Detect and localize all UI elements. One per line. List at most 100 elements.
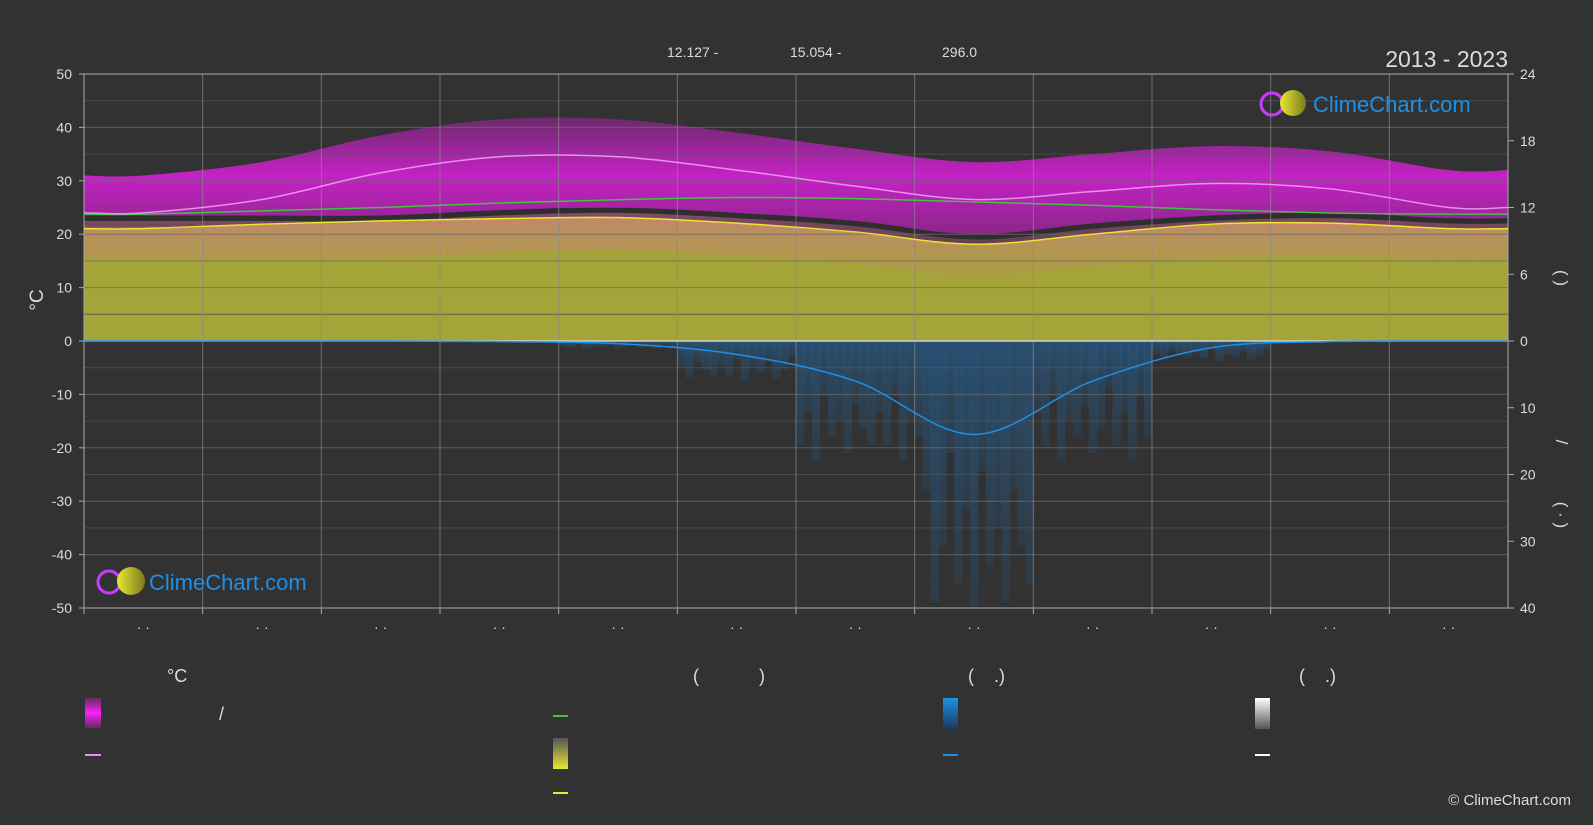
precipitation-bar [835, 341, 844, 422]
right-top-tick-label: 18 [1520, 133, 1536, 149]
precipitation-bar [1080, 341, 1090, 406]
coord-lon: 15.054 - [790, 44, 842, 60]
left-tick-label: 50 [56, 66, 72, 82]
left-tick-label: 40 [56, 119, 72, 135]
x-tick-label: · · [493, 619, 506, 635]
precipitation-bar [977, 341, 987, 472]
x-tick-label: · · [255, 619, 268, 635]
min-temperature-line [84, 218, 1508, 247]
precipitation-bar [1088, 341, 1098, 454]
precipitation-bar [1389, 341, 1398, 343]
precipitation-bar [1254, 341, 1264, 356]
daylight-line [84, 196, 1508, 216]
precipitation-line [84, 340, 1508, 436]
precipitation-bar [780, 341, 789, 371]
elevation: 296.0 [942, 44, 977, 60]
precipitation-bar [1112, 341, 1121, 446]
precipitation-bar [1262, 341, 1272, 350]
precipitation-bar [796, 341, 805, 446]
legend-temp-range-swatch [85, 698, 101, 728]
right-axis-label-bottom: ( · ) [1552, 502, 1571, 528]
precipitation-bar [748, 341, 757, 368]
axes: 50 40 30 20 10 0 -10 -20 -30 -40 -50 24 18 12 6 0 10 20 30… [52, 66, 1536, 635]
right-top-tick-label: 0 [1520, 333, 1528, 349]
precipitation-bar [772, 341, 781, 379]
precipitation-bar [1167, 341, 1177, 352]
precipitation-bar [716, 341, 726, 366]
precipitation-bar [867, 341, 876, 446]
precipitation-bar [827, 341, 837, 438]
right-top-tick-label: 24 [1520, 66, 1536, 82]
legend-sunshine-swatch [553, 738, 568, 769]
precipitation-bar [883, 341, 892, 446]
precipitation-bar [1057, 341, 1066, 462]
precipitation-bar [669, 341, 678, 348]
left-tick-label: 20 [56, 226, 72, 242]
precipitation-bar [645, 341, 655, 346]
logo-ring-icon [96, 569, 122, 595]
precipitation-bar [1231, 341, 1240, 358]
logo-sun-icon [1280, 90, 1306, 116]
left-tick-label: -20 [52, 440, 72, 456]
right-bottom-tick-label: 20 [1520, 467, 1536, 483]
precipitation-bar [890, 341, 900, 398]
precipitation-bar [756, 341, 765, 374]
legend-rain-swatch [943, 698, 958, 729]
max-temperature-line [84, 154, 1508, 215]
precipitation-bar [1128, 341, 1137, 462]
chart-title: 2013 - 2023 [1385, 46, 1508, 72]
x-tick-label: · · [1323, 619, 1336, 635]
precipitation-bar [1033, 341, 1042, 414]
precipitation-bar [1373, 341, 1382, 344]
brand-logo-top[interactable]: ClimeChart.com [1259, 90, 1471, 117]
precipitation-bar [1025, 341, 1034, 584]
precipitation-bar [922, 341, 931, 491]
legend-col2-head: ( ) [693, 666, 765, 686]
precipitation-bar [1001, 341, 1011, 603]
brand-name-bottom: ClimeChart.com [149, 570, 307, 595]
right-top-tick-label: 12 [1520, 200, 1536, 216]
x-tick-label: · · [1442, 619, 1455, 635]
precipitation-bar [1017, 341, 1026, 547]
brand-logo-bottom[interactable]: ClimeChart.com [96, 567, 307, 595]
logo-ring-icon [1259, 91, 1285, 117]
precipitation-bar [590, 341, 599, 347]
precipitation-bar [938, 341, 947, 547]
precipitation-bar [1159, 341, 1169, 360]
precipitation-bar [962, 341, 971, 510]
x-tick-label: · · [374, 619, 387, 635]
precipitation-bar [1223, 341, 1232, 355]
precipitation-bar [946, 341, 955, 454]
left-tick-label: -10 [52, 386, 72, 402]
precipitation-bar [558, 341, 568, 346]
right-bottom-tick-label: 10 [1520, 400, 1536, 416]
coord-lat: 12.127 - [667, 44, 719, 60]
right-axis-label-slash: / [1552, 440, 1571, 445]
x-tick-label: · · [137, 619, 150, 635]
precipitation-bar [1183, 341, 1193, 359]
legend-col3-head: ( .) [968, 666, 1005, 686]
precipitation-bar [898, 341, 908, 462]
left-tick-label: 30 [56, 173, 72, 189]
left-axis-label: °C [27, 289, 48, 310]
x-tick-label: · · [1086, 619, 1099, 635]
precipitation-bar [1064, 341, 1074, 422]
precipitation-bar [677, 341, 686, 368]
right-bottom-tick-label: 40 [1520, 600, 1536, 616]
precipitation-bar [1152, 341, 1161, 355]
precipitation-bar [1246, 341, 1256, 360]
precipitation-bar [708, 341, 718, 376]
precipitation-bar [653, 341, 663, 350]
legend-col1-slash: / [219, 704, 225, 724]
logo-sun-icon [117, 567, 145, 595]
precipitation-bar [1072, 341, 1082, 438]
left-tick-label: 10 [56, 280, 72, 296]
precipitation-bar [1096, 341, 1106, 430]
precipitation-bar [598, 341, 607, 348]
precipitation-bar [954, 341, 963, 584]
precipitation-bar [614, 341, 623, 349]
left-tick-label: 0 [64, 333, 72, 349]
sunshine-line [84, 216, 1508, 245]
x-tick-label: · · [967, 619, 980, 635]
precipitation-bar [843, 341, 852, 454]
